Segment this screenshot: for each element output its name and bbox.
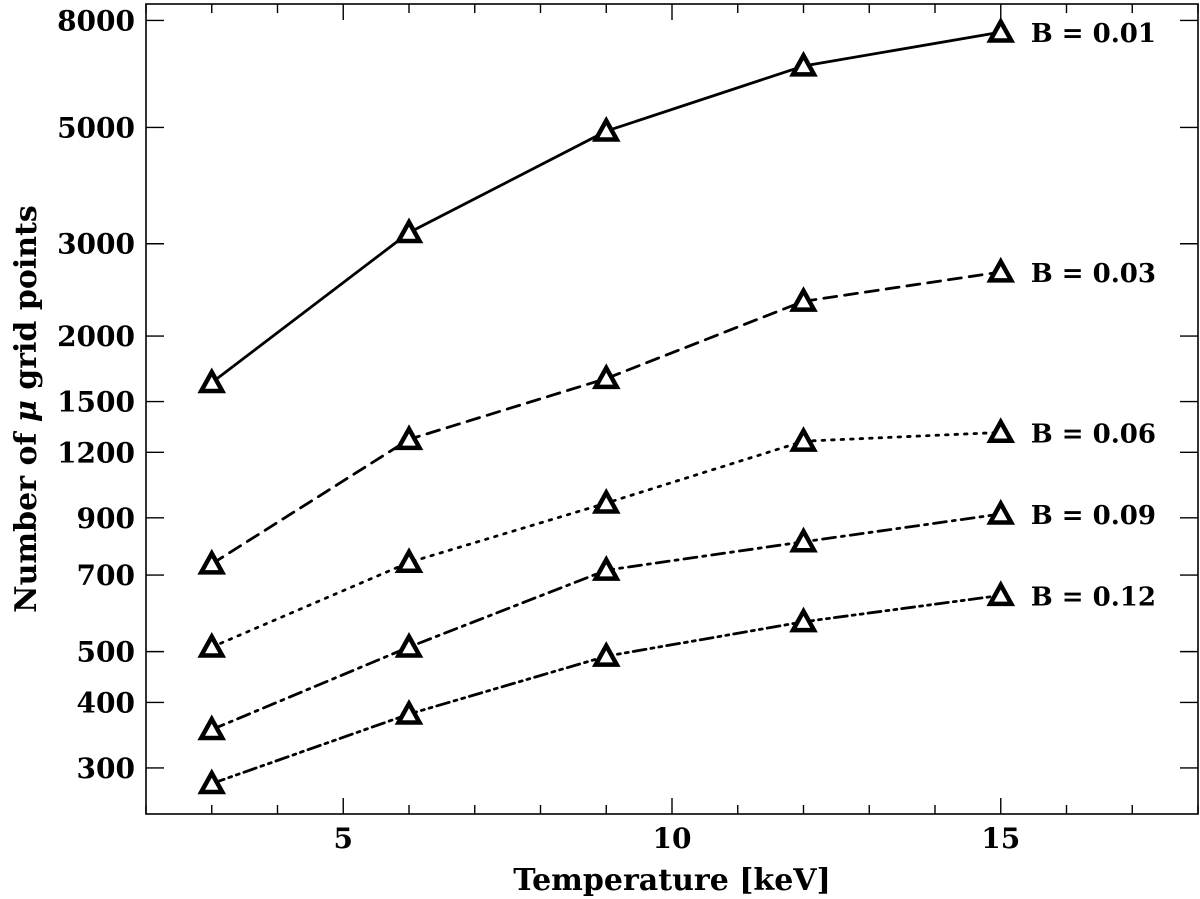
data-point-marker	[986, 256, 1016, 283]
series-labels: B = 0.01 B = 0.03 B = 0.06 B = 0.09 B = 0.12	[1031, 19, 1156, 612]
x-axis-title: Temperature [keV]	[513, 863, 831, 898]
series-markers	[197, 17, 1016, 795]
y-tick-label: 1200	[57, 436, 135, 469]
data-point-marker	[789, 526, 818, 553]
y-tick-label: 400	[77, 686, 135, 719]
series-line	[210, 430, 1003, 649]
x-tick-label: 5	[334, 822, 353, 855]
axis-ticks: 5 10 15 300 400 500 700 900 1200 1500 2000 3000 5000…	[57, 4, 1199, 855]
series-lines	[210, 30, 1003, 785]
y-tick-label: 500	[77, 636, 135, 669]
y-tick-label: 5000	[57, 111, 135, 144]
y-tick-label: 700	[77, 559, 135, 592]
data-point-marker	[986, 17, 1016, 43]
data-point-marker	[197, 367, 227, 394]
data-point-marker	[197, 768, 227, 795]
series-line	[210, 594, 1003, 785]
data-point-marker	[591, 363, 621, 390]
data-point-marker	[197, 714, 227, 741]
y-axis-title: Number of μ grid points	[9, 205, 44, 613]
y-axis-title-prefix: Number of	[9, 422, 44, 613]
data-point-marker	[591, 487, 621, 514]
data-point-marker	[789, 286, 818, 312]
y-tick-label: 900	[77, 502, 135, 535]
data-point-marker	[789, 426, 818, 452]
data-point-marker	[394, 698, 424, 725]
series-label: B = 0.09	[1031, 501, 1156, 531]
x-tick-label: 10	[653, 822, 692, 855]
y-tick-label: 1500	[57, 386, 135, 419]
series-label: B = 0.06	[1031, 419, 1156, 449]
y-axis-title-suffix: grid points	[9, 205, 44, 400]
data-point-marker	[986, 580, 1016, 607]
y-axis-title-symbol: μ	[9, 400, 44, 422]
series-line	[210, 30, 1003, 385]
series-line	[210, 512, 1003, 731]
series-label: B = 0.03	[1031, 259, 1156, 289]
data-point-marker	[197, 548, 227, 575]
data-point-marker	[986, 498, 1016, 525]
x-tick-label: 15	[981, 822, 1020, 855]
data-point-marker	[986, 417, 1016, 444]
y-tick-label: 2000	[57, 320, 135, 353]
series-line	[210, 270, 1003, 566]
data-point-marker	[197, 631, 227, 658]
data-point-marker	[789, 50, 818, 77]
data-point-marker	[591, 115, 621, 142]
series-label: B = 0.01	[1031, 19, 1156, 49]
data-point-marker	[789, 606, 818, 633]
data-point-marker	[394, 217, 424, 244]
plot-frame	[145, 3, 1199, 815]
data-point-marker	[591, 555, 621, 581]
data-point-marker	[394, 631, 424, 658]
y-tick-label: 300	[77, 752, 135, 785]
series-label: B = 0.12	[1031, 582, 1156, 612]
data-point-marker	[591, 641, 621, 667]
y-tick-label: 3000	[57, 228, 135, 261]
data-point-marker	[394, 547, 424, 574]
y-tick-label: 8000	[57, 4, 135, 37]
data-point-marker	[394, 424, 424, 451]
